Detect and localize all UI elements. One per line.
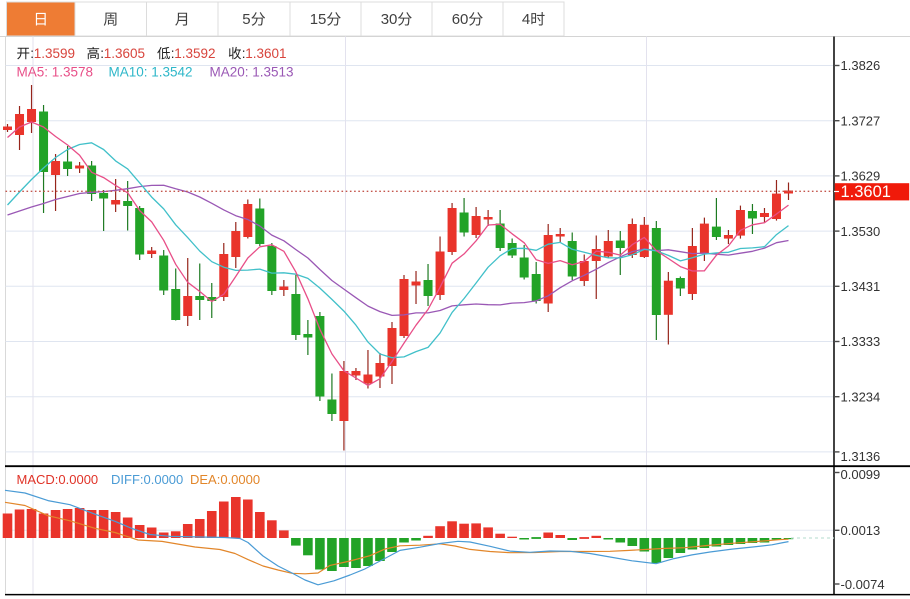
svg-text::: : — [30, 46, 34, 61]
svg-text:0.0099: 0.0099 — [841, 467, 881, 482]
svg-text:MA5: 1.3578: MA5: 1.3578 — [17, 64, 94, 79]
svg-text:1.3530: 1.3530 — [841, 224, 881, 239]
svg-text:DEA:0.0000: DEA:0.0000 — [190, 472, 260, 487]
svg-text:DIFF:0.0000: DIFF:0.0000 — [111, 472, 183, 487]
svg-text:MA10: 1.3542: MA10: 1.3542 — [109, 64, 193, 79]
svg-text::: : — [100, 46, 104, 61]
svg-text:1.3826: 1.3826 — [841, 58, 881, 73]
svg-text:1.3333: 1.3333 — [841, 334, 881, 349]
svg-text:1.3605: 1.3605 — [104, 46, 145, 61]
svg-text:1.3431: 1.3431 — [841, 279, 881, 294]
svg-text:4: 4 — [522, 11, 530, 28]
svg-text:-0.0074: -0.0074 — [841, 577, 885, 592]
svg-text:5: 5 — [242, 11, 250, 28]
svg-text:30: 30 — [381, 11, 398, 28]
svg-text:15: 15 — [310, 11, 327, 28]
svg-text:1.3601: 1.3601 — [841, 183, 891, 201]
svg-text:MACD:0.0000: MACD:0.0000 — [17, 472, 99, 487]
svg-text::: : — [242, 46, 246, 61]
svg-text:0.0013: 0.0013 — [841, 523, 881, 538]
svg-text:60: 60 — [452, 11, 469, 28]
svg-text:MA20: 1.3513: MA20: 1.3513 — [210, 64, 294, 79]
svg-text:1.3601: 1.3601 — [245, 46, 286, 61]
svg-text:1.3727: 1.3727 — [841, 113, 881, 128]
svg-text::: : — [171, 46, 175, 61]
svg-text:1.3599: 1.3599 — [34, 46, 75, 61]
svg-text:1.3592: 1.3592 — [174, 46, 215, 61]
svg-text:1.3629: 1.3629 — [841, 169, 881, 184]
svg-text:1.3234: 1.3234 — [841, 389, 881, 404]
svg-text:1.3136: 1.3136 — [841, 449, 881, 464]
